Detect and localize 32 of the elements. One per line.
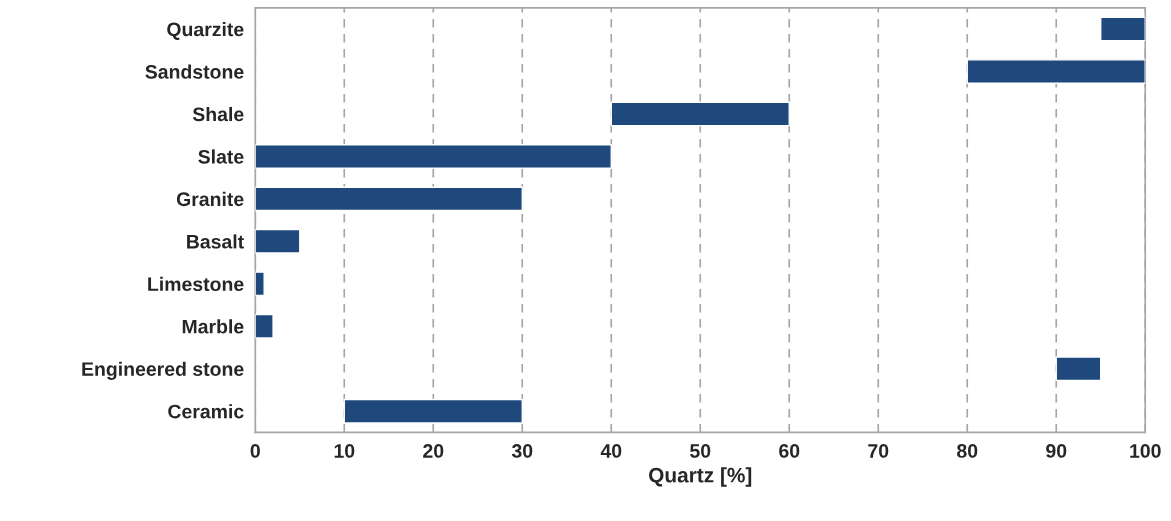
x-axis-title: Quartz [%] [649,467,752,487]
bar [1100,16,1146,42]
x-tick-label: 60 [779,444,800,458]
y-tick-label: Granite [176,191,244,207]
bar [255,313,274,339]
x-tick-label: 100 [1130,444,1161,458]
y-tick-label: Shale [192,106,244,122]
bar [610,101,790,127]
x-tick-label: 80 [957,444,978,458]
x-tick-label: 90 [1046,444,1067,458]
bar [255,186,523,212]
bar [255,144,612,169]
bar [1055,356,1102,382]
y-tick-label: Marble [182,319,244,334]
y-tick-label: Limestone [148,276,244,292]
x-tick-label: 70 [868,444,889,458]
y-tick-label: Slate [198,149,244,164]
bar [255,228,301,254]
x-tick-label: 30 [511,444,533,458]
x-tick-label: 20 [423,444,444,458]
y-tick-label: Quarzite [167,22,244,40]
y-tick-label: Sandstone [145,64,244,79]
bar [966,59,1146,84]
y-tick-label: Ceramic [168,404,244,419]
x-tick-label: 10 [334,444,355,458]
x-tick-label: 40 [600,444,622,458]
bar [255,271,265,297]
y-tick-label: Engineered stone [82,361,244,380]
x-tick-label: 0 [250,444,260,458]
x-tick-label: 50 [690,444,711,458]
bar [343,398,523,424]
y-tick-label: Basalt [187,234,244,249]
